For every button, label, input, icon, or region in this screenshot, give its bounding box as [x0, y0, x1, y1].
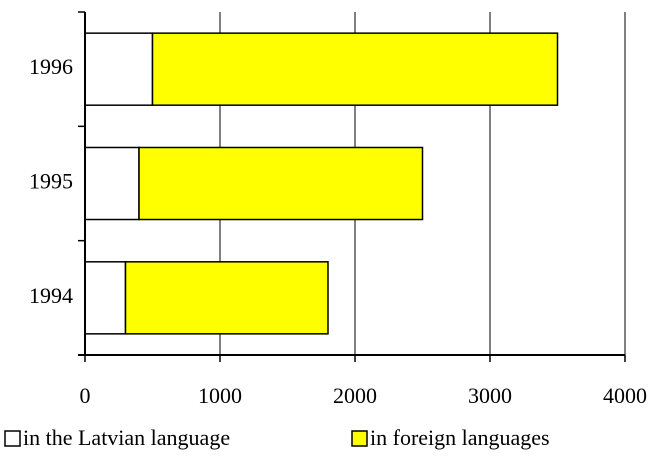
legend-swatch — [351, 430, 368, 447]
y-tick-label: 1994 — [29, 283, 73, 308]
bar — [84, 32, 154, 106]
y-tick-label: 1996 — [29, 54, 73, 79]
bar — [124, 261, 329, 335]
x-tick-label: 1000 — [198, 383, 242, 408]
bar — [151, 32, 559, 106]
bar — [84, 261, 127, 335]
x-tick-label: 2000 — [333, 383, 377, 408]
x-tick-label: 3000 — [468, 383, 512, 408]
y-tick-label: 1995 — [29, 169, 73, 194]
bar — [84, 146, 140, 221]
legend-label: in the Latvian language — [23, 425, 230, 450]
x-tick-label: 4000 — [603, 383, 647, 408]
legend-label: in foreign languages — [370, 425, 550, 450]
bar — [138, 146, 424, 221]
legend-swatch — [4, 430, 21, 447]
x-tick-label: 0 — [80, 383, 91, 408]
